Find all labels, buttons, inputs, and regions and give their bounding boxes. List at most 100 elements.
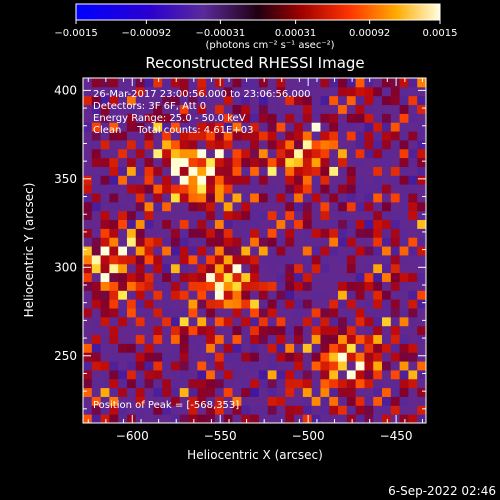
heatmap-cell <box>285 299 295 309</box>
heatmap-cell <box>206 131 216 141</box>
heatmap-cell <box>382 122 392 132</box>
y-tick-label: 300 <box>54 260 77 274</box>
heatmap-cell <box>364 201 374 212</box>
heatmap-cell <box>250 95 260 106</box>
heatmap-cell <box>258 325 269 336</box>
heatmap-cell <box>258 308 269 318</box>
heatmap-cell <box>197 95 207 106</box>
heatmap-cell <box>100 308 110 318</box>
heatmap-cell <box>223 166 234 176</box>
heatmap-cell <box>179 316 190 327</box>
heatmap-cell <box>153 246 163 256</box>
heatmap-cell <box>417 228 426 238</box>
heatmap-cell <box>320 396 330 406</box>
heatmap-cell <box>135 254 146 265</box>
heatmap-cell <box>267 131 277 141</box>
heatmap-cell <box>197 131 207 141</box>
heatmap-cell <box>382 263 392 274</box>
heatmap-cell <box>179 334 190 344</box>
heatmap-cell <box>285 122 295 132</box>
heatmap-cell <box>179 387 190 397</box>
heatmap-cell <box>162 86 172 97</box>
heatmap-cell <box>338 237 348 247</box>
heatmap-cell <box>417 113 426 123</box>
heatmap-cell <box>188 378 198 389</box>
heatmap-cell <box>250 86 260 97</box>
heatmap-cell <box>382 325 392 336</box>
heatmap-cell <box>126 281 137 291</box>
heatmap-cell <box>197 139 207 150</box>
heatmap-cell <box>399 219 409 229</box>
heatmap-cell <box>170 193 181 203</box>
heatmap-cell <box>241 237 251 247</box>
heatmap-cell <box>364 104 374 114</box>
heatmap-cell <box>214 122 225 132</box>
heatmap-cell <box>250 352 260 362</box>
heatmap-cell <box>294 78 304 88</box>
heatmap-cell <box>302 157 313 167</box>
heatmap-cell <box>346 86 357 97</box>
heatmap-cell <box>364 405 374 415</box>
heatmap-cell <box>285 193 295 203</box>
heatmap-cell <box>338 210 348 221</box>
heatmap-cell <box>170 378 181 389</box>
heatmap-cell <box>338 281 348 291</box>
heatmap-cell <box>399 193 409 203</box>
heatmap-cell <box>197 175 207 185</box>
heatmap-cell <box>162 210 172 221</box>
heatmap-cell <box>153 254 163 265</box>
heatmap-cell <box>346 378 357 389</box>
heatmap-cell <box>382 414 392 423</box>
heatmap-cell <box>382 219 392 229</box>
heatmap-cell <box>135 157 146 167</box>
colorbar-tick-label: −0.0015 <box>54 28 97 39</box>
heatmap-cell <box>329 122 339 132</box>
heatmap-cell <box>267 95 277 106</box>
heatmap-cell <box>382 281 392 291</box>
heatmap-cell <box>258 113 269 123</box>
heatmap-cell <box>126 184 137 194</box>
heatmap-cell <box>302 361 313 371</box>
heatmap-cell <box>390 219 401 229</box>
heatmap-cell <box>338 343 348 353</box>
heatmap-cell <box>267 281 277 291</box>
heatmap-cell <box>390 281 401 291</box>
heatmap-cell <box>83 157 93 167</box>
heatmap-cell <box>100 254 110 265</box>
heatmap-cell <box>346 193 357 203</box>
heatmap-cell <box>311 237 321 247</box>
heatmap-cell <box>382 95 392 106</box>
heatmap-cell <box>355 246 365 256</box>
heatmap-cell <box>364 325 374 336</box>
heatmap-cell <box>355 193 365 203</box>
heatmap-cell <box>100 246 110 256</box>
heatmap-cell <box>153 290 163 300</box>
heatmap-cell <box>118 325 128 336</box>
heatmap-cell <box>188 308 198 318</box>
heatmap-cell <box>417 219 426 229</box>
heatmap-cell <box>311 193 321 203</box>
heatmap-cell <box>364 334 374 344</box>
heatmap-cell <box>179 139 190 150</box>
heatmap-cell <box>144 131 154 141</box>
heatmap-cell <box>91 210 102 221</box>
heatmap-cell <box>302 299 313 309</box>
heatmap-cell <box>346 361 357 371</box>
heatmap-cell <box>417 396 426 406</box>
heatmap-cell <box>162 352 172 362</box>
heatmap-cell <box>144 246 154 256</box>
heatmap-cell <box>223 175 234 185</box>
heatmap-cell <box>188 86 198 97</box>
heatmap-cell <box>144 334 154 344</box>
heatmap-cell <box>390 334 401 344</box>
heatmap-cell <box>197 122 207 132</box>
heatmap-cell <box>232 396 242 406</box>
heatmap-cell <box>267 219 277 229</box>
heatmap-cell <box>170 316 181 327</box>
heatmap-cell <box>382 148 392 159</box>
heatmap-cell <box>223 148 234 159</box>
heatmap-cell <box>232 263 242 274</box>
heatmap-cell <box>302 139 313 150</box>
heatmap-cell <box>126 316 137 327</box>
